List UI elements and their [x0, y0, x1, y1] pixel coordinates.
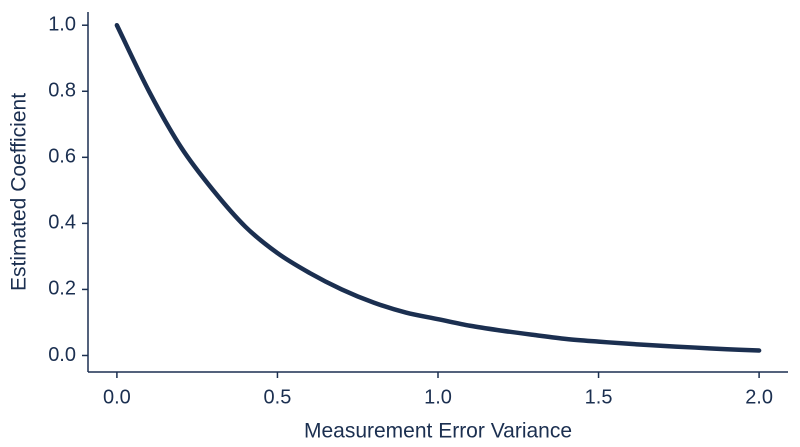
x-tick-label: 0.5: [264, 386, 292, 408]
y-tick-label: 1.0: [48, 13, 76, 35]
y-tick-label: 0.4: [48, 212, 76, 234]
x-ticks: 0.0 0.5 1.0 1.5 2.0: [103, 372, 773, 408]
y-tick-label: 0.8: [48, 80, 76, 102]
x-tick-label: 1.0: [424, 386, 452, 408]
x-axis-title: Measurement Error Variance: [304, 420, 572, 443]
x-tick-label: 2.0: [745, 386, 773, 408]
y-tick-label: 0.2: [48, 278, 76, 300]
x-tick-label: 1.5: [585, 386, 613, 408]
y-ticks: 0.0 0.2 0.4 0.6 0.8 1.0: [48, 13, 88, 366]
y-axis-title: Estimated Coefficient: [8, 93, 31, 291]
series-layer: [114, 22, 762, 353]
y-tick-label: 0.6: [48, 146, 76, 168]
x-tick-label: 0.0: [103, 386, 131, 408]
y-tick-label: 0.0: [48, 344, 76, 366]
series-line: [114, 22, 762, 353]
